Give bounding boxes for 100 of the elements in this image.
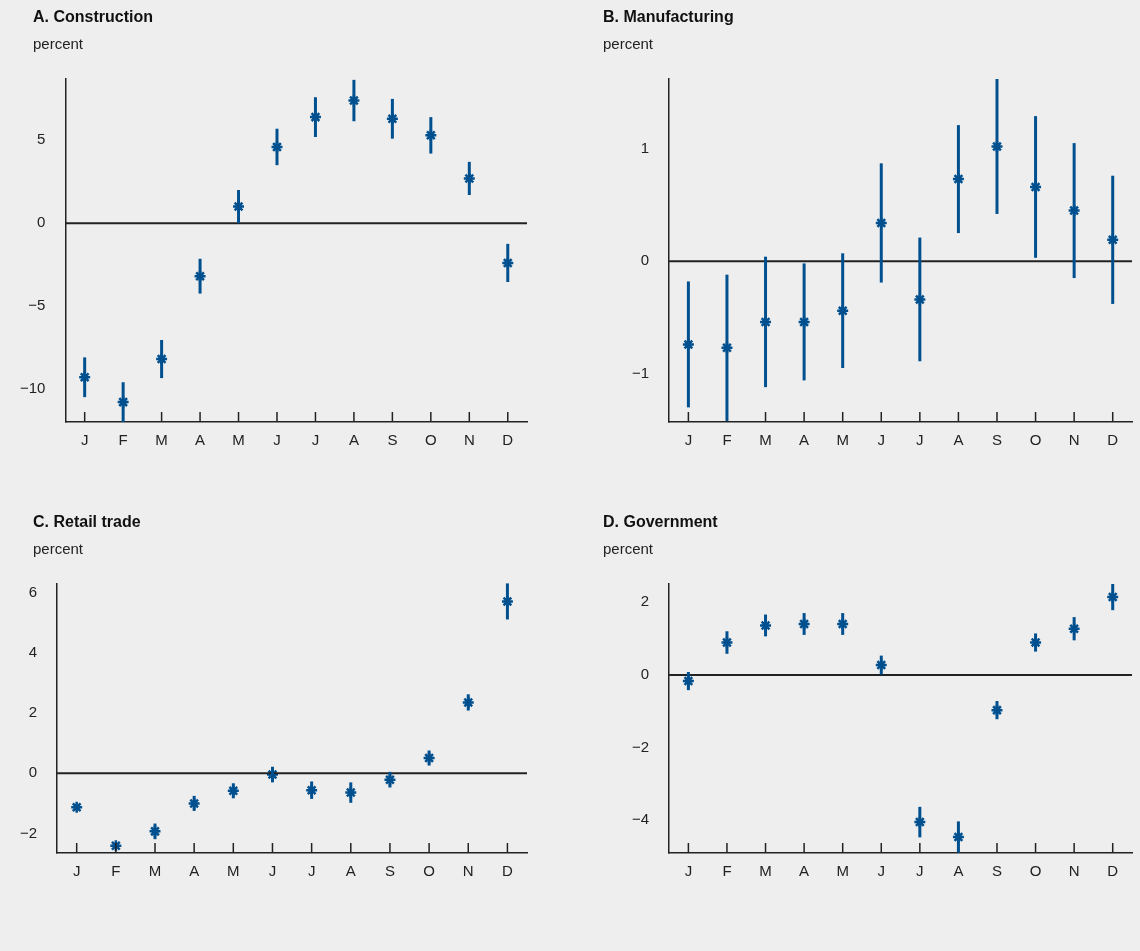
point — [77, 370, 92, 385]
x-tick-label: J — [80, 431, 89, 449]
y-tick-label: 0 — [28, 763, 38, 781]
x-tick-label: J — [72, 862, 81, 880]
point — [304, 783, 319, 797]
x-tick-label: A — [189, 862, 200, 880]
x-tick-label: F — [111, 862, 121, 880]
x-tick-label: A — [348, 431, 359, 449]
x-tick-label: M — [836, 862, 849, 880]
point — [231, 199, 246, 214]
x-tick-label: J — [307, 862, 316, 880]
x-tick-label: A — [953, 431, 964, 449]
x-tick-label: J — [684, 431, 693, 449]
point — [951, 830, 966, 844]
x-tick-label: A — [195, 431, 206, 449]
x-tick-label: N — [463, 431, 475, 449]
point — [913, 815, 927, 829]
x-tick-label: J — [268, 862, 277, 880]
point — [835, 303, 850, 318]
point — [385, 112, 400, 126]
x-tick-label: D — [502, 431, 514, 449]
y-tick-label: −2 — [19, 823, 38, 841]
x-tick-label: A — [799, 431, 810, 449]
point — [913, 292, 927, 307]
x-tick-label: F — [118, 431, 128, 449]
y-axis-title: percent — [603, 35, 654, 52]
x-tick-label: J — [273, 431, 281, 449]
point — [424, 128, 438, 143]
point — [500, 594, 515, 609]
x-tick-label: M — [155, 431, 168, 449]
x-tick-label: O — [1029, 862, 1042, 880]
point — [383, 772, 397, 787]
point — [681, 674, 696, 688]
x-tick-label: A — [345, 862, 356, 880]
point — [308, 110, 323, 124]
point — [1028, 180, 1043, 194]
chart-title: B. Manufacturing — [603, 8, 734, 26]
point — [270, 140, 284, 154]
x-tick-label: M — [232, 431, 245, 449]
x-tick-label: J — [684, 862, 693, 880]
x-tick-label: J — [877, 862, 886, 880]
x-tick-label: D — [1107, 431, 1119, 449]
y-tick-label: −1 — [631, 363, 650, 381]
point — [347, 93, 361, 108]
point — [835, 617, 850, 631]
point — [69, 800, 84, 815]
x-tick-label: S — [991, 862, 1002, 880]
y-tick-label: 4 — [28, 643, 38, 661]
y-tick-label: 2 — [640, 592, 650, 610]
point — [461, 695, 476, 710]
y-tick-label: 1 — [640, 138, 650, 156]
point — [874, 658, 889, 672]
y-axis-title: percent — [33, 35, 84, 52]
x-tick-label: D — [1107, 862, 1119, 880]
point — [1067, 203, 1081, 218]
point — [990, 703, 1004, 717]
point — [501, 256, 515, 270]
x-tick-label: J — [916, 862, 924, 880]
y-axis-title: percent — [603, 540, 654, 557]
x-tick-label: S — [387, 431, 398, 449]
x-tick-label: N — [1068, 862, 1080, 880]
point — [193, 269, 207, 283]
point — [681, 337, 696, 352]
x-tick-label: A — [953, 862, 964, 880]
y-tick-label: −5 — [28, 296, 46, 314]
x-tick-label: M — [836, 431, 849, 449]
x-tick-label: F — [722, 431, 732, 449]
point — [758, 315, 773, 329]
y-tick-label: 2 — [28, 703, 38, 721]
y-tick-label: 0 — [640, 665, 650, 683]
point — [720, 635, 734, 650]
x-tick-label: M — [759, 431, 772, 449]
point — [1067, 621, 1081, 636]
x-tick-label: A — [799, 862, 810, 880]
point — [109, 839, 123, 853]
y-tick-label: −4 — [631, 810, 650, 828]
x-tick-label: N — [462, 862, 474, 880]
x-tick-label: O — [1029, 431, 1042, 449]
point — [990, 139, 1004, 154]
point — [187, 796, 201, 811]
point — [154, 352, 169, 366]
point — [758, 618, 773, 633]
x-tick-label: J — [877, 431, 886, 449]
point — [1028, 635, 1043, 650]
y-tick-label: 5 — [37, 130, 46, 148]
point — [226, 784, 241, 798]
x-tick-label: M — [148, 862, 162, 880]
point — [797, 617, 811, 631]
chart-title: C. Retail trade — [33, 513, 141, 531]
point — [344, 785, 358, 800]
y-tick-label: 0 — [37, 213, 46, 231]
point — [797, 315, 811, 329]
x-tick-label: M — [227, 862, 240, 880]
x-tick-label: O — [425, 431, 437, 449]
chart-title: D. Government — [603, 513, 718, 531]
point — [720, 341, 734, 355]
point — [874, 216, 889, 230]
y-tick-label: −10 — [19, 379, 46, 396]
point — [148, 824, 162, 839]
x-tick-label: D — [502, 862, 513, 880]
